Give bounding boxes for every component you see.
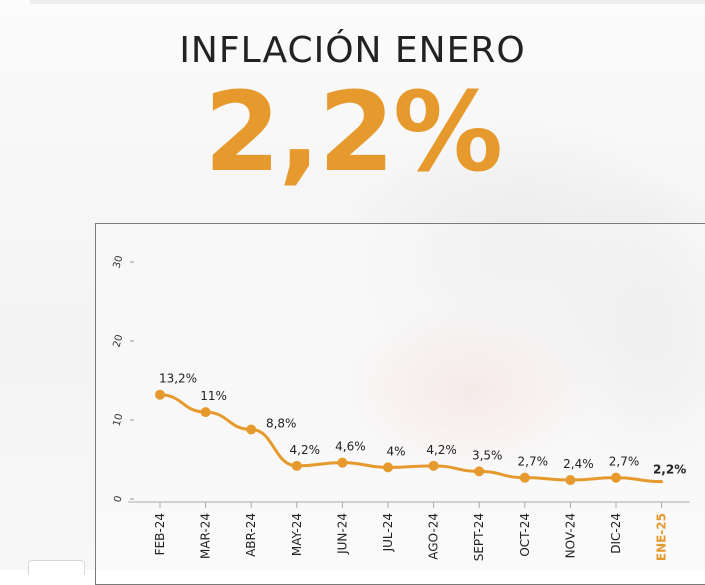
x-tick-label: MAR-24	[199, 513, 213, 559]
data-label: 2,4%	[563, 457, 594, 471]
data-label: 8,8%	[266, 416, 297, 430]
data-point	[383, 462, 393, 473]
data-point	[155, 389, 165, 400]
x-tick-label: DIC-24	[609, 513, 623, 554]
y-tick-label: 10	[112, 413, 126, 428]
data-label: 2,2%	[653, 463, 686, 477]
data-point	[474, 466, 485, 477]
x-tick-label: FEB-24	[153, 513, 167, 555]
data-point	[200, 407, 211, 418]
y-tick-label: 0	[112, 495, 124, 504]
x-tick-label: ENE-25	[655, 513, 669, 561]
x-tick-label: SEPT-24	[472, 513, 486, 561]
data-label: 4,6%	[335, 440, 366, 454]
data-label: 4,2%	[290, 443, 321, 457]
data-point	[519, 472, 530, 483]
headline-value: 2,2%	[203, 68, 503, 196]
x-tick-label: MAY-24	[290, 513, 304, 556]
data-label: 4,2%	[426, 443, 457, 457]
chart-frame	[95, 223, 705, 585]
x-tick-label: JUL-24	[381, 513, 395, 552]
y-tick-label: 20	[112, 334, 126, 349]
data-point	[246, 424, 257, 435]
background-photo	[0, 0, 705, 570]
data-point	[337, 457, 348, 468]
x-tick-label: AGO-24	[427, 513, 441, 560]
x-tick-label: NOV-24	[563, 513, 577, 558]
data-point	[611, 472, 621, 483]
data-label: 3,5%	[472, 448, 503, 462]
data-point	[291, 460, 302, 471]
x-tick-label: ABR-24	[244, 513, 258, 557]
top-divider	[30, 0, 705, 4]
data-label: 13,2%	[159, 372, 197, 386]
data-label: 2,7%	[518, 455, 549, 469]
data-label: 4%	[386, 444, 405, 458]
data-point	[428, 460, 439, 471]
data-label: 11%	[200, 389, 227, 403]
data-label: 2,7%	[609, 455, 640, 469]
corner-tab	[28, 560, 85, 575]
x-tick-label: JUN-24	[335, 513, 349, 555]
data-point	[565, 475, 576, 486]
x-tick-label: OCT-24	[518, 513, 532, 557]
inflation-line-chart: 0 10 20 30 FEB-24 MAR-24 ABR-24 MAY-24 JUN-24 JUL…	[112, 255, 690, 561]
headline-title: INFLACIÓN ENERO	[179, 30, 526, 71]
y-tick-label: 30	[112, 255, 126, 270]
